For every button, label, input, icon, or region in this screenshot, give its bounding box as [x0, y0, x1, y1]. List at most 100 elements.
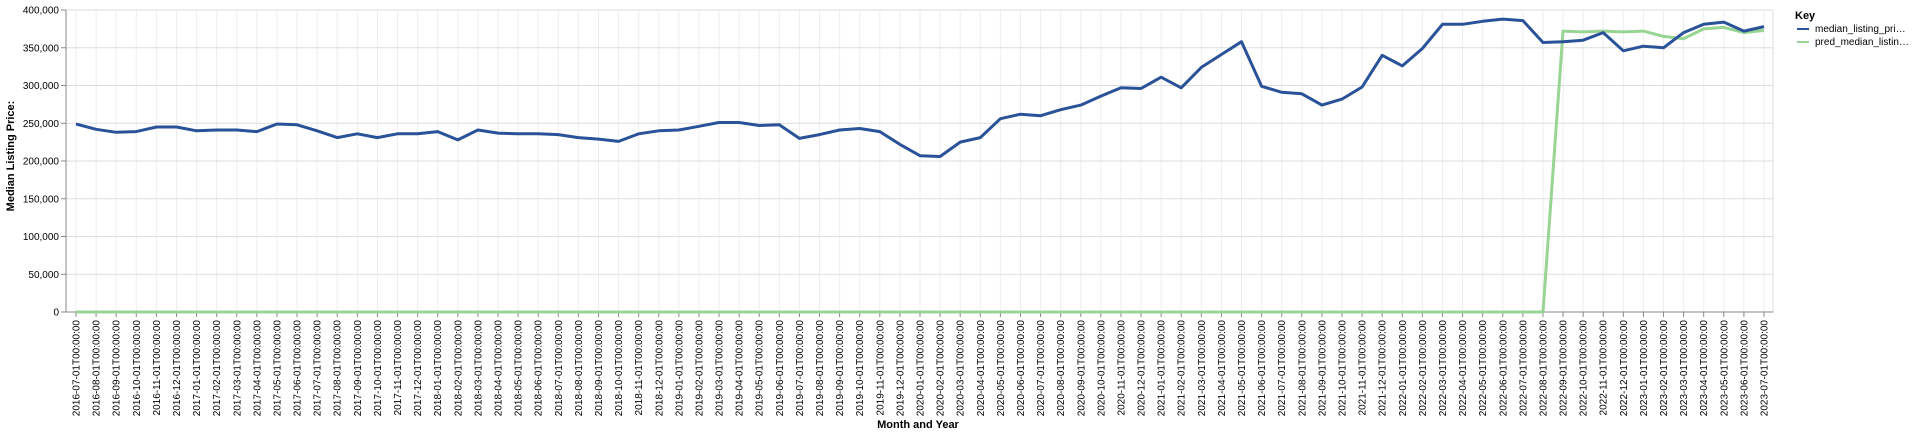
series-line-actual	[75, 17, 1765, 158]
x-tick-label: 2023-01-01T00:00:00	[1639, 320, 1650, 417]
y-tick-label: 200,000	[23, 157, 60, 168]
x-tick-label: 2017-09-01T00:00:00	[353, 320, 364, 417]
x-tick-label: 2020-11-01T00:00:00	[1116, 320, 1127, 416]
y-tick-label: 100,000	[23, 232, 60, 243]
y-axis: 0 50,000 100,000 150,000 200,000 250,000 300,0…	[23, 6, 67, 319]
x-tick-label: 2019-12-01T00:00:00	[895, 320, 906, 417]
x-tick-label: 2018-03-01T00:00:00	[473, 320, 484, 417]
x-tick-label: 2020-04-01T00:00:00	[976, 320, 987, 417]
x-tick-label: 2019-11-01T00:00:00	[875, 320, 886, 416]
x-tick-label: 2021-05-01T00:00:00	[1237, 320, 1248, 417]
x-tick-label: 2017-07-01T00:00:00	[313, 320, 324, 417]
x-tick-label: 2023-03-01T00:00:00	[1679, 320, 1690, 417]
y-tick-label: 300,000	[23, 81, 60, 92]
x-tick-label: 2020-01-01T00:00:00	[916, 320, 927, 417]
x-tick-label: 2022-05-01T00:00:00	[1478, 320, 1489, 417]
x-tick-label: 2019-07-01T00:00:00	[795, 320, 806, 417]
legend-label: pred_median_listin…	[1815, 37, 1909, 48]
y-tick-label: 150,000	[23, 194, 60, 205]
x-tick-label: 2020-02-01T00:00:00	[936, 320, 947, 417]
x-tick-label: 2022-11-01T00:00:00	[1599, 320, 1610, 416]
x-tick-label: 2022-10-01T00:00:00	[1579, 320, 1590, 417]
x-tick-label: 2018-04-01T00:00:00	[494, 320, 505, 417]
y-tick-label: 0	[53, 308, 59, 319]
x-tick-label: 2019-01-01T00:00:00	[674, 320, 685, 417]
x-tick-label: 2016-10-01T00:00:00	[132, 320, 143, 417]
x-tick-label: 2018-10-01T00:00:00	[614, 320, 625, 417]
x-tick-label: 2018-08-01T00:00:00	[574, 320, 585, 417]
x-tick-label: 2019-10-01T00:00:00	[855, 320, 866, 417]
x-tick-label: 2019-09-01T00:00:00	[835, 320, 846, 417]
x-tick-label: 2023-06-01T00:00:00	[1739, 320, 1750, 417]
legend-label: median_listing_pri…	[1815, 24, 1906, 35]
x-tick-label: 2022-01-01T00:00:00	[1398, 320, 1409, 417]
x-tick-label: 2017-12-01T00:00:00	[413, 320, 424, 417]
x-tick-label: 2022-08-01T00:00:00	[1538, 320, 1549, 417]
x-tick-label: 2022-03-01T00:00:00	[1438, 320, 1449, 417]
legend: Key median_listing_pri… pred_median_listi…	[1795, 10, 1909, 48]
x-tick-label: 2022-02-01T00:00:00	[1418, 320, 1429, 417]
x-tick-label: 2023-05-01T00:00:00	[1719, 320, 1730, 417]
x-tick-label: 2020-06-01T00:00:00	[1016, 320, 1027, 417]
x-tick-label: 2020-07-01T00:00:00	[1036, 320, 1047, 417]
x-tick-label: 2023-04-01T00:00:00	[1699, 320, 1710, 417]
x-tick-label: 2016-11-01T00:00:00	[152, 320, 163, 416]
x-tick-label: 2019-04-01T00:00:00	[735, 320, 746, 417]
x-tick-label: 2021-04-01T00:00:00	[1217, 320, 1228, 417]
x-tick-label: 2021-03-01T00:00:00	[1197, 320, 1208, 417]
x-tick-label: 2018-12-01T00:00:00	[654, 320, 665, 417]
x-tick-label: 2016-07-01T00:00:00	[72, 320, 83, 417]
x-tick-label: 2018-07-01T00:00:00	[554, 320, 565, 417]
x-tick-label: 2017-03-01T00:00:00	[232, 320, 243, 417]
x-tick-label: 2020-09-01T00:00:00	[1076, 320, 1087, 417]
x-tick-label: 2021-10-01T00:00:00	[1338, 320, 1349, 417]
x-tick-label: 2022-07-01T00:00:00	[1518, 320, 1529, 417]
x-tick-label: 2019-06-01T00:00:00	[775, 320, 786, 417]
series-line-predicted	[76, 25, 1765, 314]
x-tick-label: 2017-11-01T00:00:00	[393, 320, 404, 416]
x-tick-label: 2021-12-01T00:00:00	[1378, 320, 1389, 417]
y-axis-title: Median Listing Price:	[5, 101, 17, 212]
x-tick-label: 2022-06-01T00:00:00	[1498, 320, 1509, 417]
x-tick-label: 2023-02-01T00:00:00	[1659, 320, 1670, 417]
x-tick-label: 2018-11-01T00:00:00	[634, 320, 645, 416]
x-tick-label: 2017-08-01T00:00:00	[333, 320, 344, 417]
x-tick-label: 2017-06-01T00:00:00	[293, 320, 304, 417]
x-tick-label: 2022-12-01T00:00:00	[1619, 320, 1630, 417]
x-tick-label: 2021-02-01T00:00:00	[1177, 320, 1188, 417]
legend-title: Key	[1795, 10, 1816, 22]
x-tick-label: 2020-03-01T00:00:00	[956, 320, 967, 417]
x-tick-label: 2017-10-01T00:00:00	[373, 320, 384, 417]
x-tick-label: 2019-05-01T00:00:00	[755, 320, 766, 417]
x-tick-label: 2018-05-01T00:00:00	[514, 320, 525, 417]
x-tick-label: 2020-12-01T00:00:00	[1137, 320, 1148, 417]
y-tick-label: 400,000	[23, 6, 60, 17]
x-tick-label: 2021-09-01T00:00:00	[1317, 320, 1328, 417]
y-tick-label: 350,000	[23, 43, 60, 54]
x-tick-label: 2019-08-01T00:00:00	[815, 320, 826, 417]
x-axis: 2016-07-01T00:00:00 2016-08-01T00:00:00 20…	[66, 311, 1773, 417]
x-tick-label: 2020-05-01T00:00:00	[996, 320, 1007, 417]
x-tick-label: 2018-02-01T00:00:00	[453, 320, 464, 417]
x-axis-title: Month and Year	[877, 419, 959, 431]
x-tick-label: 2023-07-01T00:00:00	[1760, 320, 1771, 417]
x-tick-label: 2016-08-01T00:00:00	[92, 320, 103, 417]
x-tick-label: 2018-06-01T00:00:00	[534, 320, 545, 417]
x-tick-label: 2018-01-01T00:00:00	[433, 320, 444, 417]
x-tick-label: 2021-07-01T00:00:00	[1277, 320, 1288, 417]
x-tick-label: 2017-01-01T00:00:00	[192, 320, 203, 417]
x-tick-label: 2021-01-01T00:00:00	[1157, 320, 1168, 417]
x-tick-label: 2019-02-01T00:00:00	[694, 320, 705, 417]
y-tick-label: 50,000	[28, 270, 59, 281]
x-tick-label: 2017-02-01T00:00:00	[212, 320, 223, 417]
x-tick-label: 2021-11-01T00:00:00	[1358, 320, 1369, 416]
x-tick-label: 2019-03-01T00:00:00	[715, 320, 726, 417]
x-tick-label: 2017-04-01T00:00:00	[252, 320, 263, 417]
x-tick-label: 2021-06-01T00:00:00	[1257, 320, 1268, 417]
x-tick-label: 2022-04-01T00:00:00	[1458, 320, 1469, 417]
x-tick-label: 2020-08-01T00:00:00	[1056, 320, 1067, 417]
x-tick-label: 2016-09-01T00:00:00	[112, 320, 123, 417]
series-lines	[75, 17, 1765, 314]
x-tick-label: 2017-05-01T00:00:00	[272, 320, 283, 417]
